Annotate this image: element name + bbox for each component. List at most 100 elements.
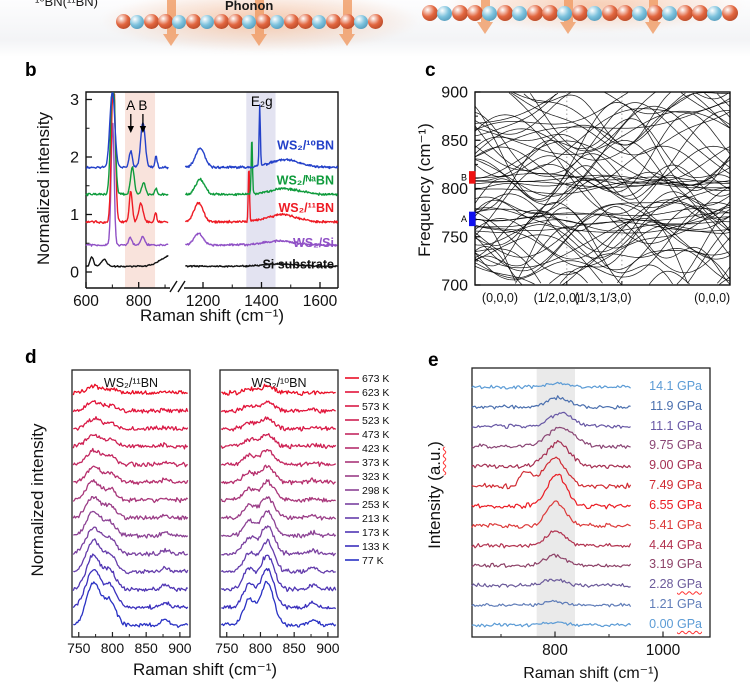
phonon-schematic: ¹⁰BN(¹¹BN) Phonon <box>0 0 750 57</box>
boron-atom <box>340 14 355 29</box>
boron-atom <box>527 5 543 21</box>
pressure-label: 2.28 GPa <box>649 577 702 592</box>
legend-label: 423 K <box>362 443 389 455</box>
series-label: WS₂/Si <box>293 236 334 250</box>
panel-d: d Normalized intensity WS₂/¹¹BN 750 800 850… <box>15 345 415 700</box>
panel-d-plot: WS₂/¹¹BN 750 800 850 900 WS₂/¹⁰BN 750 800 850 900… <box>67 369 389 656</box>
panel-e-plot: 800 1000 <box>471 367 711 659</box>
boron-atom <box>602 5 618 21</box>
nitrogen-atom <box>482 5 497 21</box>
svg-text:850: 850 <box>282 640 306 655</box>
legend-label: 213 K <box>362 513 389 525</box>
pressure-label: 5.41 GPa <box>649 517 702 532</box>
svg-text:0: 0 <box>70 265 79 282</box>
nitrogen-atom <box>557 5 572 21</box>
svg-text:1: 1 <box>70 207 79 224</box>
panel-b: b Normalized intensity 0 1 2 3 600 800 1200 140… <box>12 58 412 350</box>
nitrogen-atom <box>312 14 326 29</box>
kpoint-label: (0,0,0) <box>482 291 518 305</box>
svg-text:600: 600 <box>73 293 99 310</box>
nitrogen-atom <box>172 14 186 29</box>
boron-atom <box>542 5 558 21</box>
panel-e-letter: e <box>428 350 439 371</box>
svg-text:700: 700 <box>441 278 468 295</box>
boron-atom <box>452 5 468 21</box>
boron-atom <box>467 5 483 21</box>
nitrogen-atom <box>270 14 284 29</box>
nitrogen-atom <box>130 14 144 29</box>
boron-atom <box>214 14 229 29</box>
subpanel-title: WS₂/¹¹BN <box>104 376 158 390</box>
series-label: WS₂/¹¹BN <box>278 201 334 215</box>
nitrogen-atom <box>707 5 722 21</box>
svg-text:2: 2 <box>70 150 79 167</box>
marker-B <box>469 171 476 184</box>
nitrogen-atom <box>200 14 214 29</box>
boron-atom <box>158 14 173 29</box>
legend-label: 133 K <box>362 541 389 553</box>
legend-label: 523 K <box>362 415 389 427</box>
svg-text:900: 900 <box>168 640 192 655</box>
boron-atom <box>298 14 313 29</box>
boron-atom <box>422 5 438 21</box>
boron-atom <box>692 5 708 21</box>
legend-label: 673 K <box>362 373 389 385</box>
panel-c-letter: c <box>425 60 436 81</box>
legend-label: 253 K <box>362 499 389 511</box>
legend-label: 173 K <box>362 527 389 539</box>
boron-atom <box>284 14 299 29</box>
kpoint-label: (0,0,0) <box>694 291 730 305</box>
pressure-label: 3.19 GPa <box>649 557 702 572</box>
nitrogen-atom <box>512 5 527 21</box>
kpoint-label: (1/2,0,0) <box>534 291 581 305</box>
phonon-label: Phonon <box>225 0 274 13</box>
svg-text:E₂g: E₂g <box>251 94 273 109</box>
panel-b-ylabel: Normalized intensity <box>34 111 53 265</box>
pressure-label: 14.1 GPa <box>649 379 702 393</box>
svg-text:900: 900 <box>441 85 468 102</box>
panel-b-plot: 0 1 2 3 600 800 1200 1400 1600 WS₂/¹⁰BN WS₂/ᴺᵃBN WS… <box>70 91 339 310</box>
boron-atom <box>647 5 663 21</box>
nitrogen-atom <box>354 14 368 29</box>
pressure-label: 9.75 GPa <box>649 438 702 453</box>
series-label: WS₂/ᴺᵃBN <box>277 173 334 187</box>
subpanel-title: WS₂/¹⁰BN <box>252 376 307 390</box>
nitrogen-atom <box>587 5 602 21</box>
svg-text:1600: 1600 <box>303 293 338 310</box>
isotope-label: ¹⁰BN(¹¹BN) <box>35 0 98 9</box>
boron-atom <box>497 5 513 21</box>
nitrogen-atom <box>242 14 256 29</box>
pressure-label: 1.21 GPa <box>649 597 702 612</box>
panel-c-plot: 700 750 800 850 900 B A (0,0,0) (1/2,0,0)(1/3,1/… <box>441 85 731 305</box>
pressure-label: 7.49 GPa <box>649 478 702 493</box>
boron-atom <box>116 14 131 29</box>
boron-atom <box>368 14 383 29</box>
legend-label: 473 K <box>362 429 389 441</box>
legend-label: 373 K <box>362 457 389 469</box>
panel-b-xlabel: Raman shift (cm⁻¹) <box>139 306 285 325</box>
pressure-label: 0.00 GPa <box>649 616 702 631</box>
panel-c-ylabel: Frequency (cm⁻¹) <box>415 123 434 257</box>
nitrogen-atom <box>632 5 647 21</box>
svg-text:800: 800 <box>101 640 125 655</box>
nitrogen-atom <box>662 5 677 21</box>
panel-b-letter: b <box>25 60 37 81</box>
boron-atom <box>722 5 738 21</box>
boron-atom <box>326 14 341 29</box>
panel-e: e Intensity (a.u.) 800 1000 14.1 GPa 11.9 … <box>415 345 750 700</box>
svg-text:1400: 1400 <box>244 293 279 310</box>
svg-text:1000: 1000 <box>646 642 681 655</box>
kpoint-label: (1/3,1/3,0) <box>575 291 632 305</box>
au-wavy-text: a.u. <box>425 446 444 476</box>
boron-atom <box>144 14 159 29</box>
legend-label: 77 K <box>362 555 384 567</box>
pressure-label: 11.1 GPa <box>650 418 702 433</box>
pressure-label: 6.55 GPa <box>649 497 702 512</box>
series-label: Si substrate <box>262 257 334 271</box>
svg-text:750: 750 <box>67 640 91 655</box>
boron-atom <box>228 14 243 29</box>
svg-text:800: 800 <box>126 293 152 310</box>
svg-text:750: 750 <box>215 640 239 655</box>
svg-text:900: 900 <box>316 640 340 655</box>
